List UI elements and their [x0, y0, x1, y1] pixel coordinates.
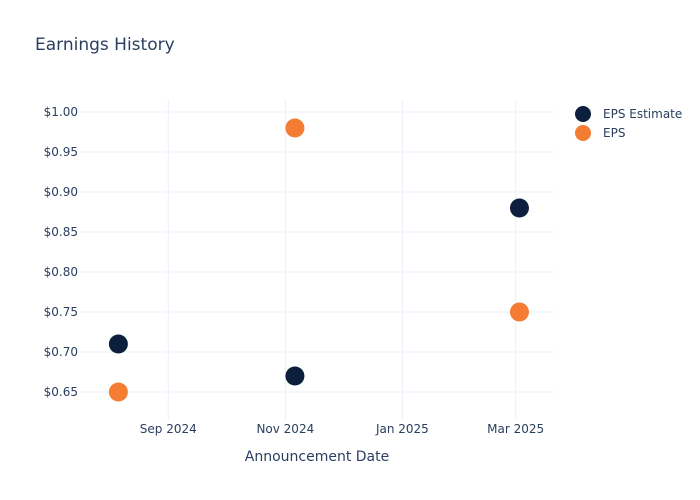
chart-title: Earnings History: [35, 35, 175, 55]
legend: EPS Estimate EPS: [575, 106, 682, 141]
grid-layer: [80, 100, 554, 420]
y-tick-label: $0.75: [44, 305, 78, 319]
y-tick-label: $0.85: [44, 225, 78, 239]
y-tick-label: $1.00: [44, 105, 78, 119]
y-tick-label: $0.80: [44, 265, 78, 279]
eps-point[interactable]: [285, 118, 305, 138]
legend-marker-eps[interactable]: [575, 125, 591, 141]
y-tick-label: $0.70: [44, 345, 78, 359]
data-points: [108, 118, 529, 402]
legend-label-eps[interactable]: EPS: [603, 126, 625, 140]
x-axis-ticks: Sep 2024 Nov 2024 Jan 2025 Mar 2025: [140, 422, 544, 436]
y-tick-label: $0.95: [44, 145, 78, 159]
x-tick-label: Jan 2025: [375, 422, 429, 436]
y-tick-label: $0.90: [44, 185, 78, 199]
eps-estimate-point[interactable]: [509, 198, 529, 218]
x-tick-label: Mar 2025: [487, 422, 544, 436]
legend-label-eps-estimate[interactable]: EPS Estimate: [603, 107, 682, 121]
x-tick-label: Nov 2024: [256, 422, 314, 436]
eps-point[interactable]: [509, 302, 529, 322]
legend-marker-eps-estimate[interactable]: [575, 106, 591, 122]
y-axis-ticks: $0.65 $0.70 $0.75 $0.80 $0.85 $0.90 $0.95 $1.00: [44, 105, 78, 399]
eps-point[interactable]: [108, 382, 128, 402]
y-tick-label: $0.65: [44, 385, 78, 399]
x-axis-title: Announcement Date: [245, 449, 389, 465]
x-tick-label: Sep 2024: [140, 422, 197, 436]
eps-estimate-point[interactable]: [108, 334, 128, 354]
eps-estimate-point[interactable]: [285, 366, 305, 386]
